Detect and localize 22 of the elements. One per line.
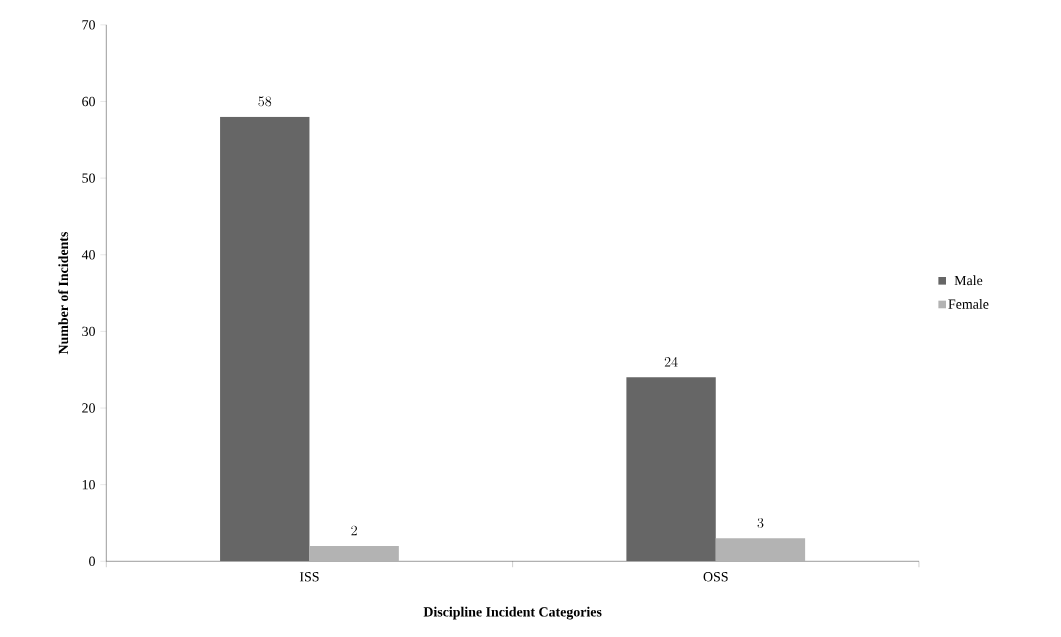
bar: [309, 546, 399, 562]
y-tick-label: 0: [89, 556, 95, 567]
x-axis-title: Discipline Incident Categories: [423, 606, 602, 620]
x-tick-label: ISS: [299, 572, 319, 582]
y-tick-label: 50: [82, 173, 95, 183]
bar: [220, 116, 310, 562]
y-tick-label: 70: [82, 20, 95, 30]
data-label: 24: [664, 357, 678, 367]
data-label: 3: [757, 518, 764, 528]
y-tick-label: 60: [82, 96, 95, 107]
y-tick-label: 30: [82, 326, 95, 337]
legend-label: Male: [954, 275, 983, 286]
y-tick-label: 10: [82, 480, 95, 490]
data-label: 58: [258, 96, 272, 107]
y-tick-label: 40: [81, 250, 95, 260]
data-label: 2: [351, 525, 357, 536]
legend-label: Female: [948, 299, 989, 309]
bar: [715, 538, 806, 562]
y-axis-title: Number of Incidents: [58, 232, 69, 355]
y-tick-label: 20: [82, 403, 95, 413]
x-tick-label: OSS: [703, 572, 728, 582]
bar: [626, 377, 716, 562]
